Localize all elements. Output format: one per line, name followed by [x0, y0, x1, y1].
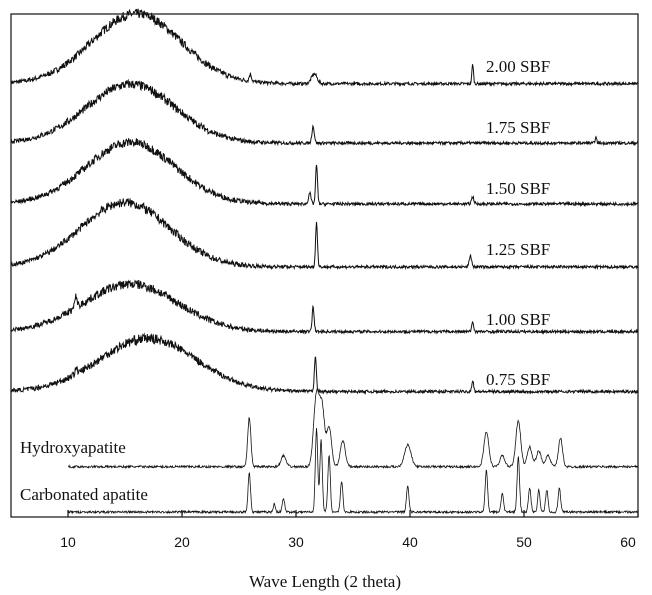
- x-axis-title: Wave Length (2 theta): [249, 572, 401, 591]
- series-label: 1.25 SBF: [486, 240, 550, 259]
- x-tick-label: 20: [174, 534, 190, 550]
- series-label: 1.75 SBF: [486, 118, 550, 137]
- series-line-1-50-sbf: [10, 138, 639, 208]
- series-label: 0.75 SBF: [486, 370, 550, 389]
- series-line-hydroxyapatite: [67, 388, 639, 470]
- series-line-2-00-sbf: [10, 8, 639, 88]
- series-line-0-75-sbf: [10, 332, 639, 395]
- series-line-1-25-sbf: [10, 197, 639, 271]
- x-tick-label: 30: [288, 534, 304, 550]
- plot-frame: [10, 13, 639, 518]
- series-line-1-75-sbf: [10, 78, 639, 147]
- series-line-carbonated-apatite: [67, 427, 639, 515]
- series-label: Hydroxyapatite: [20, 438, 126, 457]
- series-line-1-00-sbf: [10, 279, 639, 335]
- series-label: 1.00 SBF: [486, 310, 550, 329]
- series-label-layer: 2.00 SBF 1.75 SBF 1.50 SBF 1.25 SBF 1.00 SBF…: [20, 57, 550, 504]
- x-tick-label: 10: [60, 534, 76, 550]
- x-tick-label: 60: [620, 534, 636, 550]
- x-tick-label: 40: [402, 534, 418, 550]
- x-axis: 10 20 30 40 50 60: [60, 510, 639, 550]
- x-tick-label: 50: [516, 534, 532, 550]
- series-label: 2.00 SBF: [486, 57, 550, 76]
- series-label: Carbonated apatite: [20, 485, 148, 504]
- series-layer: [10, 8, 639, 515]
- series-label: 1.50 SBF: [486, 179, 550, 198]
